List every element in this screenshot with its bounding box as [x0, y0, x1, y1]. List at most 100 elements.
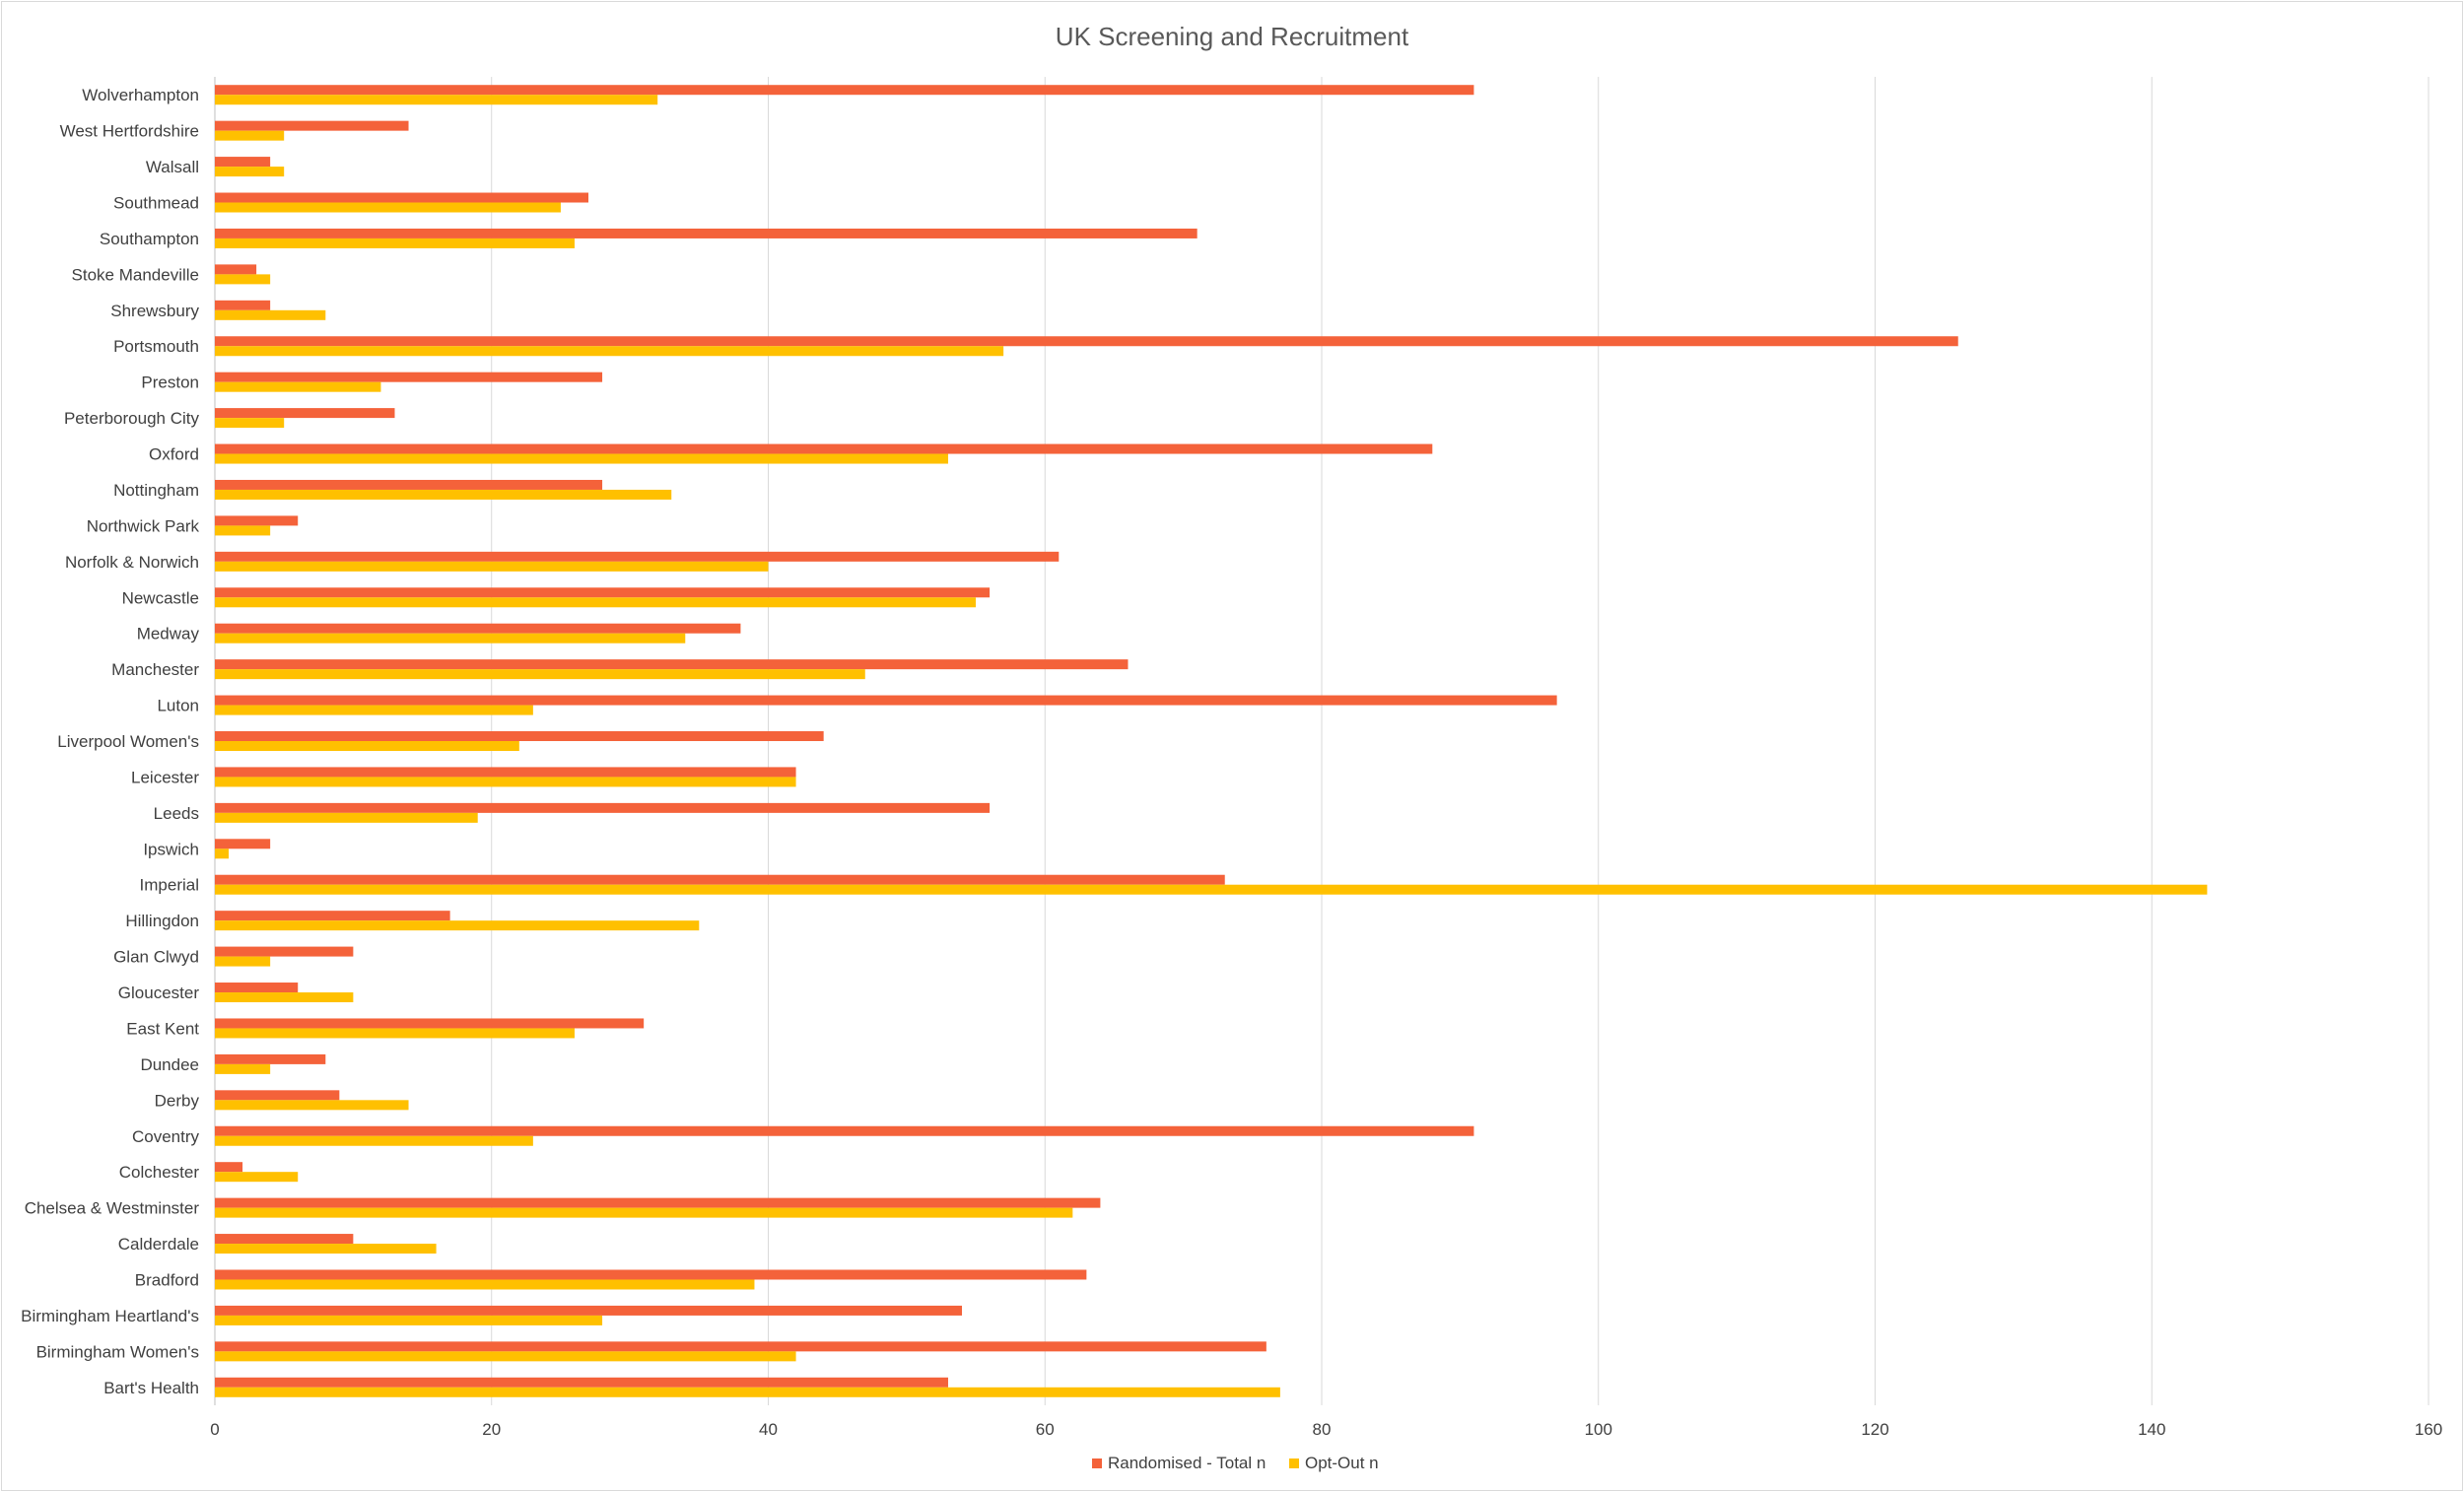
x-tick-label: 120: [1861, 1420, 1888, 1439]
bar-opt-out: [215, 167, 285, 177]
bar-opt-out: [215, 1351, 796, 1362]
bar-randomised: [215, 1053, 326, 1064]
category-label: Bart's Health: [103, 1379, 199, 1397]
bar-randomised: [215, 1234, 354, 1245]
category-label: Oxford: [149, 445, 199, 464]
bar-opt-out: [215, 381, 381, 392]
bar-opt-out: [215, 1244, 437, 1255]
bar-opt-out: [215, 489, 672, 500]
bar-opt-out: [215, 453, 948, 464]
bar-randomised: [215, 300, 271, 310]
bar-opt-out: [215, 777, 796, 787]
bar-randomised: [215, 1125, 1474, 1136]
bar-randomised: [215, 1162, 243, 1173]
bar-opt-out: [215, 418, 285, 429]
bar-opt-out: [215, 1207, 1073, 1218]
bar-randomised: [215, 911, 450, 921]
bar-opt-out: [215, 669, 865, 680]
category-label: West Hertfordshire: [60, 122, 199, 141]
bar-randomised: [215, 1269, 1087, 1280]
bar-randomised: [215, 1018, 645, 1029]
bar-randomised: [215, 1377, 948, 1388]
bars: [215, 85, 2208, 1397]
x-tick-label: 40: [759, 1420, 778, 1439]
category-label: Birmingham Women's: [36, 1342, 199, 1361]
category-label: Gloucester: [118, 983, 200, 1002]
bar-randomised: [215, 802, 991, 813]
bar-opt-out: [215, 848, 230, 859]
category-label: Nottingham: [113, 481, 199, 500]
category-label: Colchester: [119, 1163, 200, 1182]
category-label: Coventry: [132, 1127, 200, 1146]
bar-opt-out: [215, 1100, 409, 1111]
bar-opt-out: [215, 812, 478, 823]
category-label: Derby: [155, 1091, 200, 1110]
x-tick-label: 140: [2138, 1420, 2165, 1439]
bar-randomised: [215, 839, 271, 849]
category-label: Leicester: [131, 768, 199, 786]
bar-randomised: [215, 192, 589, 203]
bar-randomised: [215, 731, 824, 741]
category-label: Southmead: [113, 194, 199, 213]
bar-randomised: [215, 228, 1198, 238]
category-label: Imperial: [140, 876, 199, 895]
bar-randomised: [215, 443, 1433, 454]
bar-opt-out: [215, 705, 533, 715]
bar-opt-out: [215, 346, 1004, 357]
legend: Randomised - Total n Opt-Out n: [1092, 1454, 1379, 1472]
category-label: Liverpool Women's: [57, 732, 199, 751]
bar-randomised: [215, 946, 354, 957]
x-tick-label: 160: [2415, 1420, 2442, 1439]
bar-randomised: [215, 264, 257, 275]
bar-randomised: [215, 85, 1474, 96]
gridlines: [214, 77, 2430, 1405]
category-label: Preston: [141, 373, 199, 392]
category-label: Stoke Mandeville: [72, 265, 199, 284]
category-label: Medway: [137, 625, 200, 644]
category-label: Southampton: [100, 230, 199, 248]
bar-opt-out: [215, 1172, 299, 1183]
bar-randomised: [215, 372, 603, 382]
bar-opt-out: [215, 1387, 1280, 1397]
category-labels: Wolverhampton West Hertfordshire Walsall So…: [21, 86, 199, 1397]
bar-opt-out: [215, 202, 561, 213]
bar-randomised: [215, 874, 1225, 885]
bar-opt-out: [215, 920, 700, 931]
category-label: Chelsea & Westminster: [25, 1199, 200, 1218]
bar-randomised: [215, 1090, 340, 1101]
bar-opt-out: [215, 561, 769, 572]
bar-randomised: [215, 336, 1958, 347]
bar-opt-out: [215, 237, 575, 248]
x-tick-label: 80: [1313, 1420, 1332, 1439]
bar-randomised: [215, 983, 299, 993]
category-label: Calderdale: [118, 1235, 199, 1254]
category-label: Manchester: [111, 660, 199, 679]
x-tick-label: 60: [1036, 1420, 1055, 1439]
bar-randomised: [215, 659, 1129, 670]
legend-label: Randomised - Total n: [1108, 1454, 1266, 1472]
category-label: Wolverhampton: [82, 86, 199, 104]
bar-randomised: [215, 479, 603, 490]
bar-randomised: [215, 1341, 1266, 1352]
bar-opt-out: [215, 741, 519, 751]
category-label: Northwick Park: [87, 516, 200, 535]
bar-randomised: [215, 408, 395, 419]
category-label: Birmingham Heartland's: [21, 1307, 199, 1325]
category-label: Peterborough City: [64, 409, 200, 428]
category-label: Walsall: [146, 158, 199, 176]
x-tick-label: 20: [482, 1420, 501, 1439]
category-label: Luton: [157, 697, 199, 715]
bar-opt-out: [215, 1028, 575, 1039]
x-tick-label: 100: [1585, 1420, 1612, 1439]
category-label: Dundee: [140, 1055, 199, 1074]
category-label: East Kent: [126, 1019, 199, 1038]
bar-opt-out: [215, 309, 326, 320]
category-label: Ipswich: [143, 840, 199, 858]
category-label: Bradford: [135, 1270, 199, 1289]
category-label: Hillingdon: [125, 912, 199, 930]
bar-opt-out: [215, 956, 271, 967]
category-label: Glan Clwyd: [113, 948, 199, 967]
bar-randomised: [215, 695, 1557, 706]
bar-opt-out: [215, 274, 271, 285]
